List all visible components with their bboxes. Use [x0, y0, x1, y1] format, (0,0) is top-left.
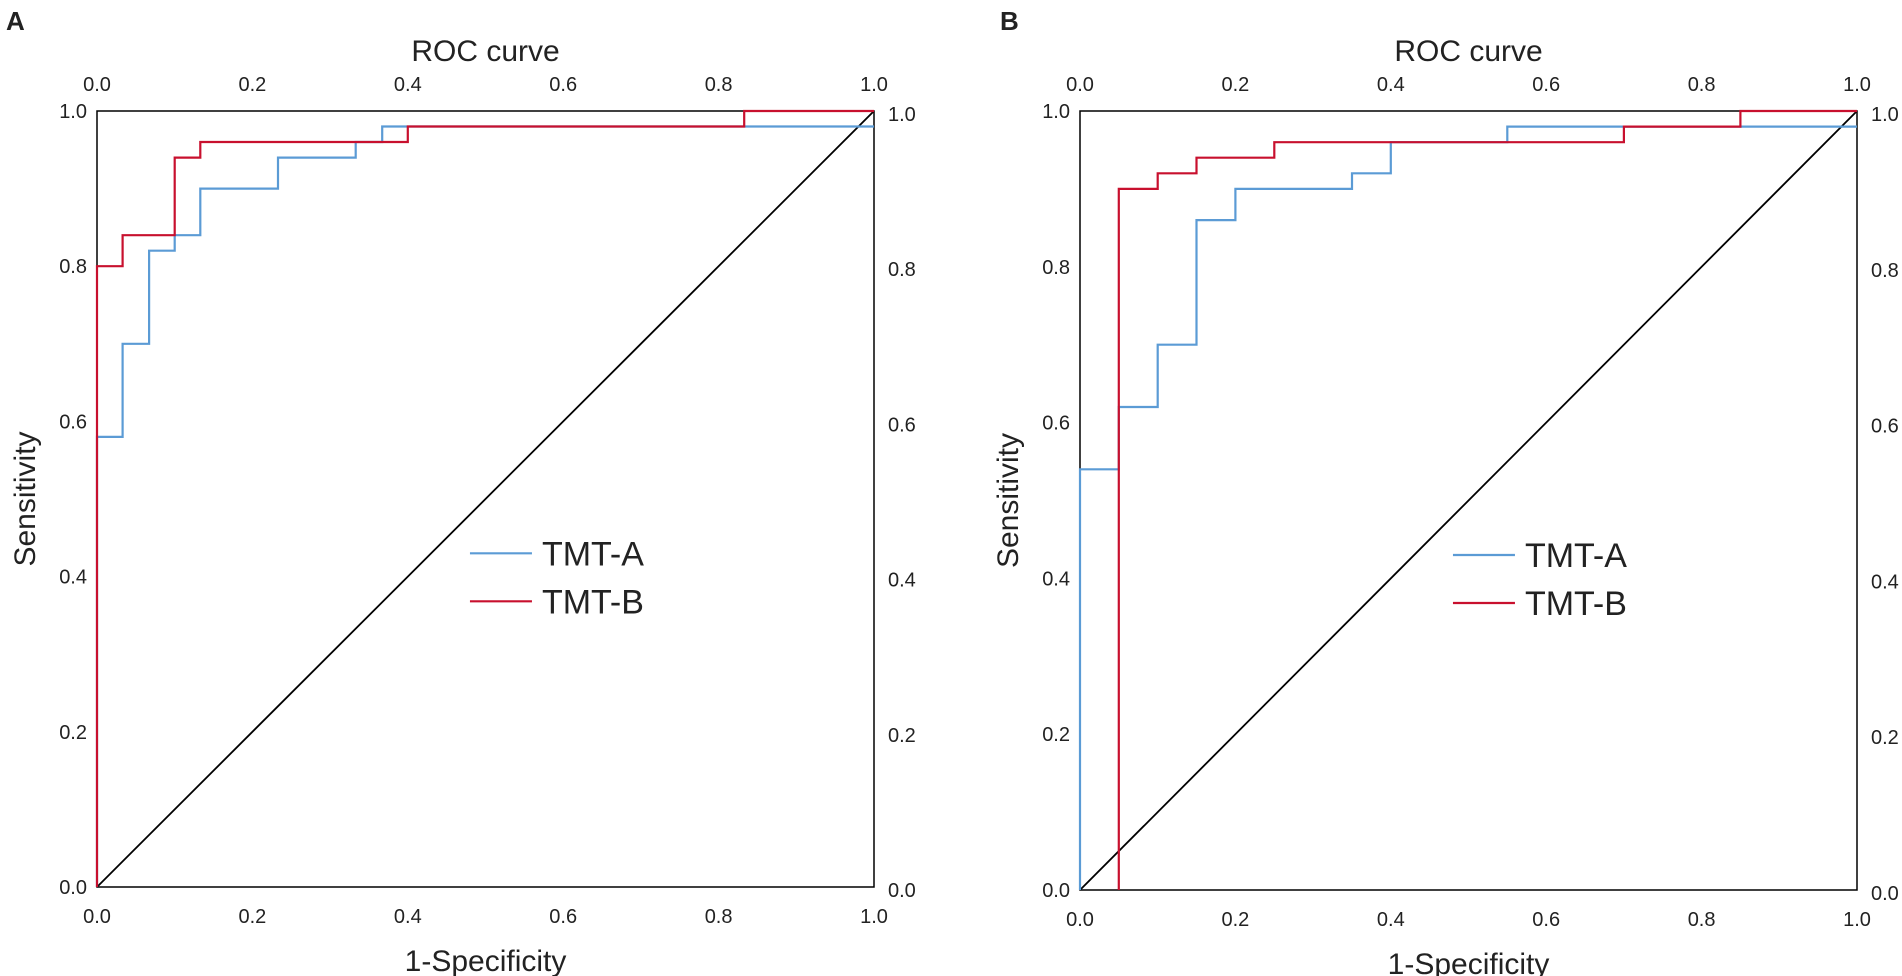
y-tick-label-right: 1.0: [888, 104, 916, 126]
y-tick-label-left: 0.2: [1042, 724, 1070, 746]
x-tick-label-top: 0.4: [1377, 74, 1405, 96]
legend-label-tmt-a: TMT-A: [542, 535, 644, 573]
panel-a-letter: A: [6, 6, 25, 36]
y-tick-label-right: 0.4: [1871, 571, 1899, 593]
y-tick-label-left: 0.6: [1042, 413, 1070, 435]
y-tick-label-left: 0.4: [59, 567, 87, 589]
x-tick-label-bottom: 1.0: [860, 906, 888, 928]
x-axis-label: 1-Specificity: [405, 945, 567, 976]
y-tick-label-right: 0.6: [888, 414, 916, 436]
legend-label-tmt-b: TMT-B: [542, 583, 644, 621]
x-tick-label-bottom: 0.2: [1221, 909, 1249, 931]
y-tick-label-left: 0.8: [1042, 257, 1070, 279]
x-tick-label-top: 0.4: [394, 74, 422, 96]
x-tick-label-top: 0.0: [83, 74, 111, 96]
x-tick-label-top: 0.0: [1066, 74, 1094, 96]
y-tick-label-right: 0.8: [888, 259, 916, 281]
series-line-tmt-b: [95, 109, 874, 887]
chart-title: ROC curve: [411, 35, 559, 68]
y-axis-label: Sensitivity: [992, 433, 1025, 568]
y-tick-label-right: 0.8: [1871, 260, 1899, 282]
y-tick-label-right: 0.2: [1871, 727, 1899, 749]
x-tick-label-bottom: 0.6: [1532, 909, 1560, 931]
x-tick-label-bottom: 0.0: [83, 906, 111, 928]
legend-label-tmt-a: TMT-A: [1525, 537, 1627, 575]
x-tick-label-bottom: 0.8: [1688, 909, 1716, 931]
reference-diagonal-line: [1079, 110, 1858, 891]
chart-title: ROC curve: [1394, 35, 1542, 68]
y-tick-label-right: 0.0: [888, 880, 916, 902]
legend-label-tmt-b: TMT-B: [1525, 585, 1627, 623]
y-tick-label-right: 0.2: [888, 725, 916, 747]
y-tick-label-left: 0.6: [59, 411, 87, 433]
x-axis-label: 1-Specificity: [1388, 948, 1550, 976]
y-tick-label-left: 1.0: [59, 101, 87, 123]
x-tick-label-top: 1.0: [1843, 74, 1871, 96]
y-tick-label-right: 1.0: [1871, 104, 1899, 126]
panel-b: B 0.00.00.20.20.40.40.60.60.80.81.01.00.…: [992, 6, 1899, 976]
panel-b-letter: B: [1000, 6, 1019, 36]
x-tick-label-bottom: 0.4: [394, 906, 422, 928]
x-tick-label-bottom: 0.0: [1066, 909, 1094, 931]
y-tick-label-right: 0.0: [1871, 883, 1899, 905]
x-tick-label-top: 0.8: [1688, 74, 1716, 96]
x-tick-label-top: 0.6: [1532, 74, 1560, 96]
y-tick-label-right: 0.6: [1871, 416, 1899, 438]
x-tick-label-bottom: 0.2: [238, 906, 266, 928]
series-line-tmt-b: [1117, 109, 1857, 890]
y-tick-label-right: 0.4: [888, 570, 916, 592]
panel-a: A 0.00.00.20.20.40.40.60.60.80.81.01.00.…: [6, 6, 916, 976]
x-tick-label-top: 0.2: [238, 74, 266, 96]
y-tick-label-left: 1.0: [1042, 101, 1070, 123]
x-tick-label-bottom: 0.6: [549, 906, 577, 928]
x-tick-label-top: 0.6: [549, 74, 577, 96]
x-tick-label-bottom: 0.8: [705, 906, 733, 928]
y-axis-label: Sensitivity: [9, 431, 42, 566]
y-tick-label-left: 0.4: [1042, 568, 1070, 590]
x-tick-label-bottom: 0.4: [1377, 909, 1405, 931]
x-tick-label-top: 1.0: [860, 74, 888, 96]
x-tick-label-top: 0.8: [705, 74, 733, 96]
y-tick-label-left: 0.0: [1042, 880, 1070, 902]
y-tick-label-left: 0.0: [59, 877, 87, 899]
reference-diagonal-line: [96, 110, 875, 888]
x-tick-label-top: 0.2: [1221, 74, 1249, 96]
y-tick-label-left: 0.2: [59, 722, 87, 744]
y-tick-label-left: 0.8: [59, 256, 87, 278]
x-tick-label-bottom: 1.0: [1843, 909, 1871, 931]
